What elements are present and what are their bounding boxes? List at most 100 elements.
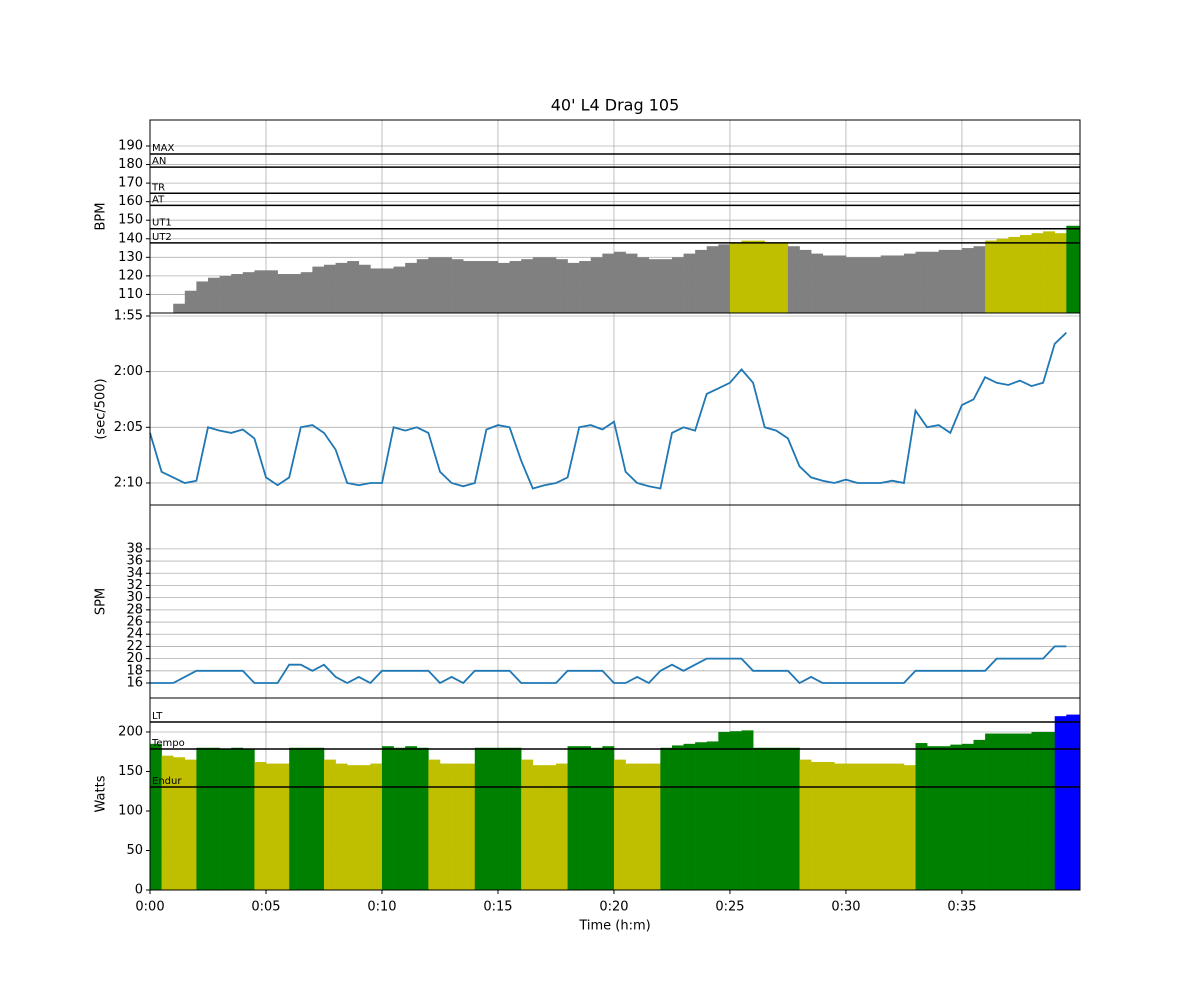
bar	[381, 268, 394, 313]
bar	[811, 762, 824, 890]
bar	[915, 743, 928, 890]
bar	[822, 255, 835, 313]
bar	[892, 255, 905, 313]
y-tick-label: 18	[126, 663, 143, 678]
bar	[393, 747, 406, 890]
bar	[207, 747, 220, 890]
bar	[532, 765, 545, 890]
bar	[764, 747, 777, 890]
bar	[718, 731, 731, 890]
bar	[1066, 714, 1081, 890]
bar	[671, 745, 684, 890]
bar	[219, 748, 232, 890]
bar	[335, 262, 348, 313]
bar	[695, 742, 708, 890]
bar	[300, 747, 313, 890]
bar	[880, 763, 893, 890]
bar	[613, 251, 626, 313]
bar	[486, 261, 499, 313]
bar	[428, 759, 441, 890]
bar	[312, 266, 325, 313]
bar	[254, 270, 267, 313]
bar	[312, 747, 325, 890]
bar	[428, 257, 441, 313]
bar	[173, 303, 186, 313]
bar	[915, 251, 928, 313]
bar	[358, 264, 371, 313]
bar	[509, 261, 522, 313]
bar	[439, 257, 452, 313]
bar	[231, 747, 244, 890]
y-tick-label: 34	[126, 566, 143, 581]
bar	[927, 251, 940, 313]
bar	[671, 257, 684, 313]
y-tick-label: 100	[118, 803, 143, 818]
bar	[903, 253, 916, 313]
y-tick-label: 16	[126, 676, 143, 691]
bar	[173, 757, 186, 890]
bar	[787, 246, 800, 313]
bar	[973, 739, 986, 890]
x-tick-label: 0:35	[947, 900, 976, 915]
bar	[347, 765, 360, 890]
y-tick-label: 130	[118, 250, 143, 265]
bar	[219, 275, 232, 313]
bar	[335, 763, 348, 890]
bar	[996, 238, 1009, 313]
bar	[555, 763, 568, 890]
y-axis-label: (sec/500)	[94, 378, 109, 439]
bar	[706, 741, 719, 890]
zone-label: LT	[152, 711, 163, 722]
bar	[1031, 731, 1044, 890]
bar	[486, 747, 499, 890]
bar	[637, 257, 650, 313]
y-tick-label: 150	[118, 213, 143, 228]
bar	[277, 274, 290, 313]
bar	[289, 274, 302, 313]
bar	[706, 246, 719, 313]
bar	[683, 253, 696, 313]
x-tick-label: 0:30	[831, 900, 860, 915]
bar	[370, 763, 383, 890]
bar	[474, 261, 487, 313]
bar	[729, 242, 742, 313]
bar	[150, 743, 162, 890]
bar	[393, 266, 406, 313]
y-tick-label: 150	[118, 764, 143, 779]
bar	[927, 746, 940, 890]
bar	[776, 747, 789, 890]
y-tick-label: 2:10	[114, 475, 143, 490]
y-tick-label: 200	[118, 724, 143, 739]
bar	[242, 748, 255, 890]
bar	[196, 281, 209, 313]
bar	[277, 763, 290, 890]
bar	[869, 257, 882, 313]
bar	[439, 763, 452, 890]
bar	[683, 743, 696, 890]
bar	[903, 765, 916, 890]
bar	[892, 763, 905, 890]
x-tick-label: 0:05	[251, 900, 280, 915]
bar	[753, 747, 766, 890]
bar	[1019, 235, 1032, 313]
y-tick-label: 190	[118, 138, 143, 153]
bar	[845, 763, 858, 890]
axes-frame	[149, 697, 1081, 891]
x-tick-label: 0:10	[367, 900, 396, 915]
y-tick-label: 32	[126, 578, 143, 593]
bar	[729, 731, 742, 890]
bar	[648, 259, 661, 313]
line	[149, 332, 1067, 490]
bar	[207, 277, 220, 313]
x-tick-label: 0:15	[483, 900, 512, 915]
x-tick-label: 0:00	[135, 900, 164, 915]
bar	[323, 759, 336, 890]
bar	[869, 763, 882, 890]
bar	[370, 268, 383, 313]
chart-title: 40' L4 Drag 105	[551, 96, 680, 115]
bar	[242, 272, 255, 313]
bar	[950, 744, 963, 890]
bar	[405, 262, 418, 313]
bar	[834, 255, 847, 313]
